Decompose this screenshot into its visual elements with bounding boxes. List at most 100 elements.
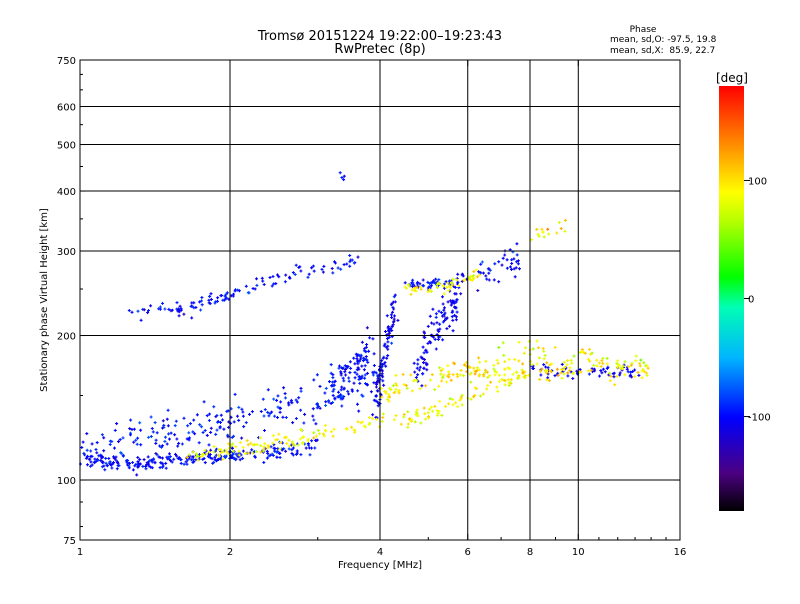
data-point: [196, 458, 200, 462]
data-point: [642, 370, 646, 373]
data-point: [566, 371, 570, 375]
data-point: [428, 282, 432, 285]
data-point: [440, 311, 443, 315]
data-point: [321, 270, 325, 274]
data-point: [345, 365, 349, 368]
data-point: [299, 386, 303, 390]
data-point: [439, 372, 443, 376]
data-point: [289, 443, 293, 447]
data-point: [185, 462, 189, 466]
data-point: [380, 419, 384, 423]
data-point: [248, 412, 251, 416]
y-tick-label: 200: [57, 332, 76, 343]
data-point: [332, 383, 336, 387]
data-point: [390, 316, 394, 319]
data-point: [608, 371, 612, 375]
data-point: [521, 362, 525, 366]
data-point: [436, 412, 440, 415]
data-point: [285, 442, 289, 445]
data-point: [409, 373, 413, 377]
data-point: [459, 292, 463, 296]
data-point: [288, 275, 291, 279]
data-point: [166, 455, 170, 459]
data-point: [386, 340, 390, 344]
data-point: [89, 460, 93, 464]
data-point: [212, 450, 216, 454]
data-point: [340, 385, 344, 389]
data-point: [330, 267, 334, 270]
data-point: [207, 454, 211, 458]
data-point: [340, 394, 344, 398]
data-point: [347, 379, 351, 383]
data-point: [294, 417, 298, 420]
data-point: [495, 370, 498, 374]
data-point: [390, 341, 394, 345]
data-point: [443, 286, 446, 290]
data-point: [436, 285, 439, 289]
data-point: [355, 372, 359, 376]
data-point: [280, 448, 284, 452]
data-point: [173, 424, 177, 428]
data-point: [426, 324, 430, 328]
data-point: [177, 309, 181, 313]
data-point: [570, 361, 574, 365]
data-point: [438, 399, 442, 403]
data-point: [556, 373, 560, 377]
data-point: [608, 379, 612, 383]
data-point: [241, 410, 245, 414]
data-point: [191, 455, 195, 459]
data-point: [312, 418, 316, 422]
data-point: [441, 338, 445, 342]
data-point: [208, 456, 212, 460]
data-point: [487, 278, 491, 282]
data-point: [150, 466, 154, 470]
data-point: [312, 431, 316, 435]
data-point: [203, 448, 207, 452]
data-point: [322, 264, 326, 268]
data-point: [337, 394, 341, 398]
data-point: [548, 363, 552, 367]
data-point: [537, 234, 541, 238]
colorbar-label: [deg]: [716, 71, 748, 85]
data-point: [411, 278, 415, 282]
data-point: [212, 445, 216, 449]
data-point: [469, 380, 473, 384]
data-point: [292, 443, 296, 447]
data-point: [481, 392, 485, 396]
data-point: [367, 349, 371, 353]
data-point: [185, 437, 189, 441]
data-point: [371, 417, 374, 421]
data-point: [382, 344, 386, 348]
data-point: [369, 390, 373, 394]
data-point: [298, 437, 302, 441]
data-point: [131, 461, 135, 464]
data-point: [445, 316, 449, 320]
data-point: [428, 407, 431, 411]
data-point: [115, 467, 119, 471]
data-point: [149, 458, 153, 462]
data-point: [150, 427, 154, 430]
data-point: [158, 305, 162, 309]
data-point: [105, 464, 109, 468]
data-point: [496, 389, 500, 393]
data-point: [263, 429, 266, 432]
data-point: [472, 276, 476, 280]
data-point: [163, 307, 167, 311]
data-point: [410, 419, 414, 423]
data-point: [375, 417, 379, 421]
data-point: [313, 446, 317, 450]
data-point: [517, 340, 521, 344]
y-axis: 75 100 200 300 400 500 600 750: [57, 56, 680, 547]
data-point: [487, 271, 491, 275]
data-point: [463, 278, 467, 282]
data-point: [331, 380, 334, 384]
data-point: [185, 456, 189, 459]
data-point: [566, 374, 570, 378]
data-point: [298, 265, 302, 269]
data-point: [240, 407, 244, 411]
data-point: [366, 371, 369, 375]
data-point: [188, 422, 192, 426]
data-points: [79, 171, 650, 477]
data-point: [216, 296, 220, 300]
data-point: [586, 369, 590, 373]
